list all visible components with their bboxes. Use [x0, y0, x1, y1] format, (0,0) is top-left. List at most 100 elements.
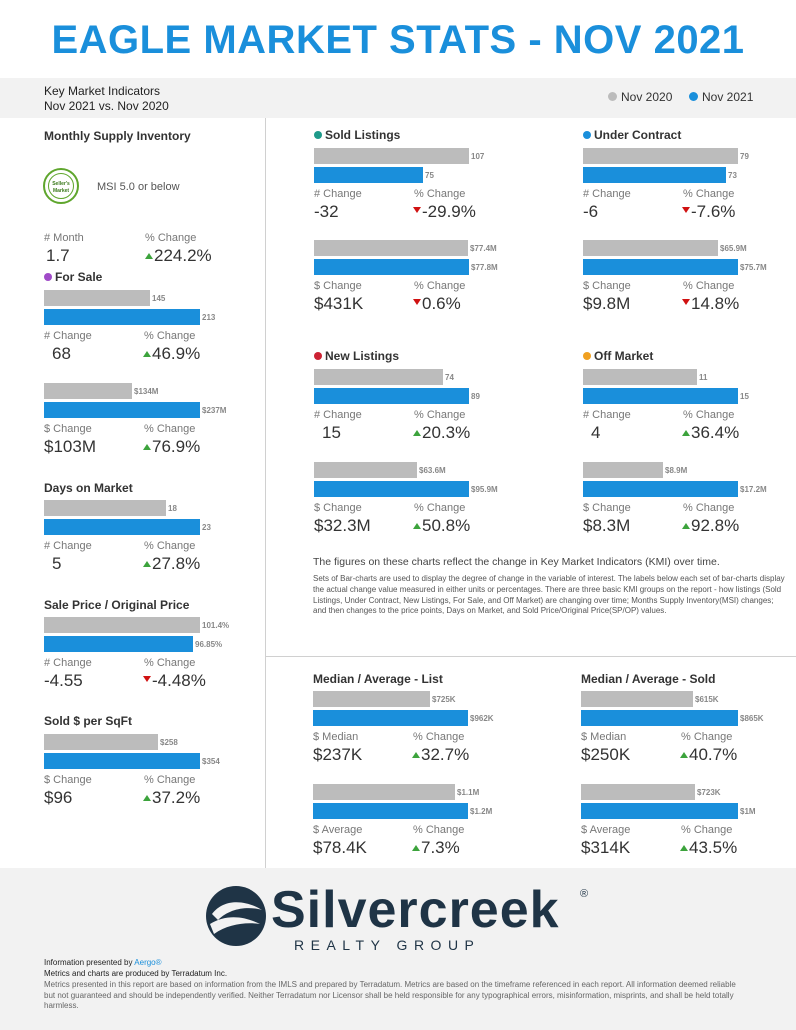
sp_op-change-label: # Change — [44, 657, 92, 669]
uc_count-pct-label: % Change — [683, 188, 735, 200]
silvercreek-logo-icon — [206, 886, 266, 946]
uc_volume-pct-value: 14.8% — [682, 294, 739, 314]
sold_per_sqft-label-prev: $258 — [160, 738, 178, 747]
legend-curr-label: Nov 2021 — [702, 90, 754, 104]
list_median-change-label: $ Median — [313, 731, 359, 743]
sold_count-bar-prev — [314, 148, 469, 164]
up-triangle-icon — [413, 430, 421, 436]
off_volume-label-curr: $17.2M — [740, 485, 767, 494]
notes-paragraph: Sets of Bar-charts are used to display t… — [313, 574, 785, 616]
new_count-pct-label: % Change — [414, 409, 466, 421]
for_sale_volume-label-prev: $134M — [134, 387, 159, 396]
horizontal-divider — [266, 656, 796, 657]
report-title: EAGLE MARKET STATS - NOV 2021 — [51, 18, 745, 62]
off_count-dot-icon — [583, 352, 591, 360]
off_volume-bar-prev — [583, 462, 663, 478]
legend-prev-label: Nov 2020 — [621, 90, 673, 104]
up-triangle-icon — [143, 561, 151, 567]
uc_volume-label-curr: $75.7M — [740, 263, 767, 272]
off_count-pct-text: 36.4% — [691, 423, 740, 442]
off_count-bar-curr — [583, 388, 738, 404]
sold_volume-label-prev: $77.4M — [470, 244, 497, 253]
list_average-bar-prev — [313, 784, 455, 800]
days_on_market-title-text: Days on Market — [44, 481, 133, 495]
list_median-bar-prev — [313, 691, 430, 707]
for_sale_count-pct-value: 46.9% — [143, 344, 200, 364]
for_sale_volume-pct-value: 76.9% — [143, 437, 200, 457]
off_volume-pct-label: % Change — [683, 502, 735, 514]
list_median-title-text: Median / Average - List — [313, 672, 443, 686]
sold_per_sqft-title-text: Sold $ per SqFt — [44, 714, 133, 728]
msi-label-month: # Month — [44, 232, 84, 244]
list_median-label-curr: $962K — [470, 714, 494, 723]
aergo-link[interactable]: Aergo® — [134, 958, 162, 967]
list_median-pct-label: % Change — [413, 731, 465, 743]
uc_volume-pct-text: 14.8% — [691, 294, 740, 313]
for_sale_count-pct-text: 46.9% — [152, 344, 201, 363]
sp_op-title-text: Sale Price / Original Price — [44, 598, 190, 612]
produced-by: Metrics and charts are produced by Terra… — [44, 969, 228, 978]
list_average-label-curr: $1.2M — [470, 807, 493, 816]
uc_count-label-curr: 73 — [728, 171, 737, 180]
for_sale_count-change-label: # Change — [44, 330, 92, 342]
list_average-label-prev: $1.1M — [457, 788, 480, 797]
sp_op-bar-curr — [44, 636, 193, 652]
for_sale_count-label-prev: 145 — [152, 294, 166, 303]
uc_count-label-prev: 79 — [740, 152, 749, 161]
list_median-change-value: $237K — [313, 745, 363, 764]
sp_op-label-prev: 101.4% — [202, 621, 230, 630]
off_count-label-prev: 11 — [699, 373, 708, 382]
for_sale_volume-pct-text: 76.9% — [152, 437, 201, 456]
uc_volume-bar-curr — [583, 259, 738, 275]
list_median-title: Median / Average - List — [313, 672, 443, 686]
off_count-pct-label: % Change — [683, 409, 735, 421]
sold_average-pct-label: % Change — [681, 824, 733, 836]
for_sale_count-bar-curr — [44, 309, 200, 325]
uc_volume-label-prev: $65.9M — [720, 244, 747, 253]
up-triangle-icon — [680, 752, 688, 758]
sold_median-label-curr: $865K — [740, 714, 764, 723]
legend-curr-swatch — [689, 92, 698, 101]
up-triangle-icon — [143, 795, 151, 801]
sold_count-pct-value: -29.9% — [413, 202, 476, 222]
vertical-divider — [265, 118, 266, 868]
sold_per_sqft-bar-curr — [44, 753, 200, 769]
down-triangle-icon — [682, 299, 690, 305]
off_count-title-text: Off Market — [594, 349, 654, 363]
sold_average-change-label: $ Average — [581, 824, 631, 836]
sold_average-bar-curr — [581, 803, 738, 819]
for_sale_volume-change-value: $103M — [44, 437, 96, 456]
for_sale_volume-bar-prev — [44, 383, 132, 399]
sold_median-change-label: $ Median — [581, 731, 627, 743]
days_on_market-pct-label: % Change — [144, 540, 196, 552]
sold_per_sqft-change-label: $ Change — [44, 774, 92, 786]
sold_count-bar-curr — [314, 167, 423, 183]
for_sale_volume-label-curr: $237M — [202, 406, 227, 415]
sold_per_sqft-pct-text: 37.2% — [152, 788, 201, 807]
sold_median-title-text: Median / Average - Sold — [581, 672, 716, 686]
off_volume-change-label: $ Change — [583, 502, 631, 514]
sold_per_sqft-bar-prev — [44, 734, 158, 750]
list_median-pct-value: 32.7% — [412, 745, 469, 765]
sold_average-label-prev: $723K — [697, 788, 721, 797]
sellers-market-badge-icon: Seller's Market — [43, 168, 79, 204]
uc_count-bar-curr — [583, 167, 726, 183]
list_average-change-label: $ Average — [313, 824, 363, 836]
kmi-title: Key Market Indicators — [44, 84, 161, 98]
sold_per_sqft-label-curr: $354 — [202, 757, 220, 766]
sold_count-pct-text: -29.9% — [422, 202, 476, 221]
badge-text: Seller's Market — [48, 173, 74, 199]
off_volume-change-value: $8.3M — [583, 516, 631, 535]
new_count-pct-text: 20.3% — [422, 423, 471, 442]
msi-title: Monthly Supply Inventory — [44, 129, 191, 143]
new_count-bar-prev — [314, 369, 443, 385]
sold_per_sqft-pct-value: 37.2% — [143, 788, 200, 808]
new_count-title: New Listings — [314, 349, 399, 363]
new_count-title-text: New Listings — [325, 349, 400, 363]
sold_volume-pct-label: % Change — [414, 280, 466, 292]
days_on_market-change-label: # Change — [44, 540, 92, 552]
footer — [0, 868, 796, 1030]
msi-value-pct: 224.2% — [145, 246, 212, 266]
sold_volume-pct-value: 0.6% — [413, 294, 461, 314]
sp_op-pct-label: % Change — [144, 657, 196, 669]
